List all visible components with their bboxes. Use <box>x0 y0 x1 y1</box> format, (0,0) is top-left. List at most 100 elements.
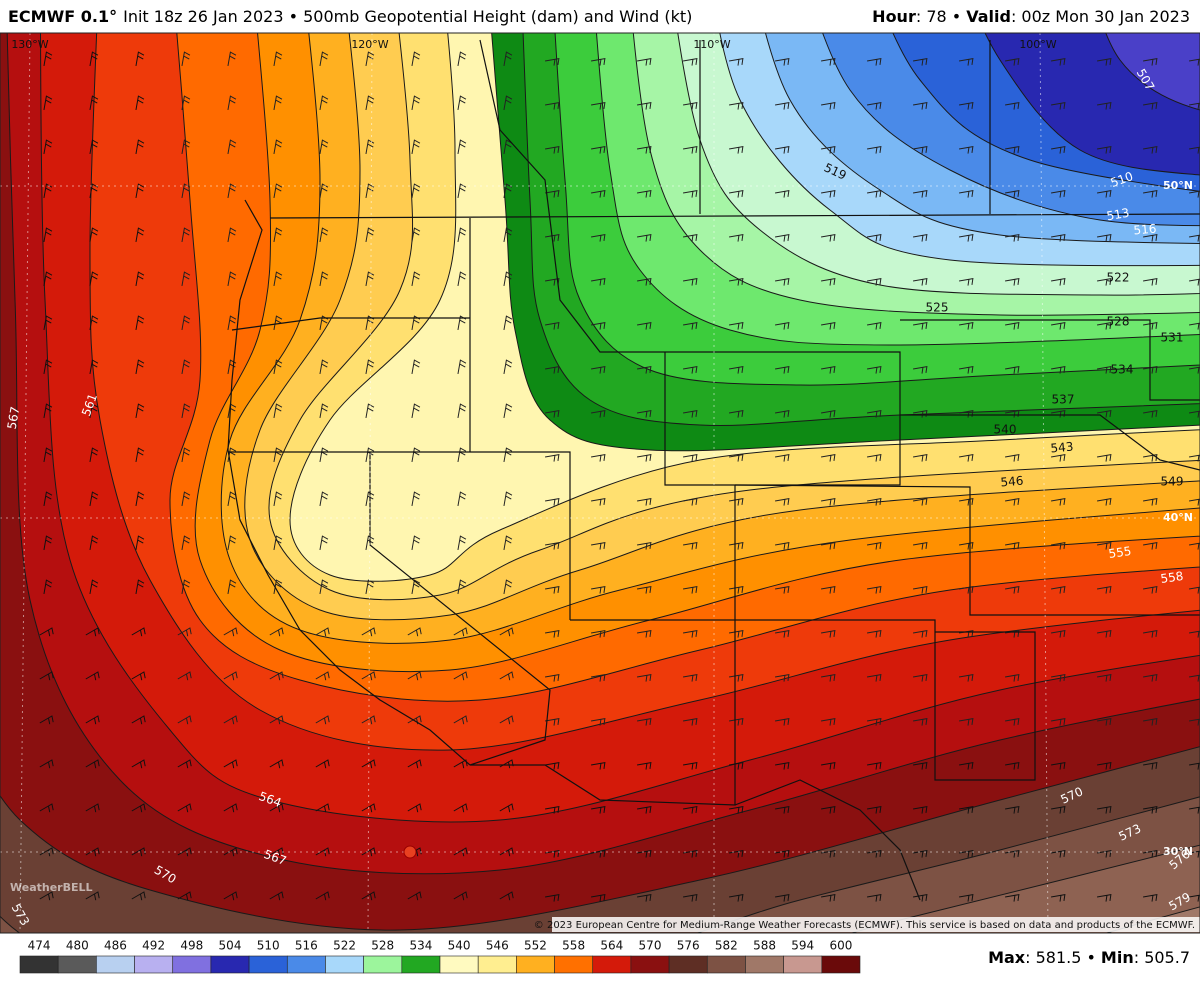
wind-barb <box>683 673 698 682</box>
wind-barb <box>361 891 376 901</box>
wind-barb <box>821 101 836 110</box>
wind-barb <box>135 315 145 330</box>
wind-barb <box>591 145 606 154</box>
wind-barb <box>273 403 283 418</box>
wind-barb <box>1097 189 1112 198</box>
wind-barb <box>273 227 283 242</box>
contour-label: 531 <box>1161 331 1184 345</box>
wind-barb <box>457 183 467 198</box>
wind-barb <box>1097 57 1112 66</box>
wind-barb <box>1005 101 1020 110</box>
wind-barb <box>637 409 652 418</box>
wind-barb <box>775 673 790 682</box>
wind-barb <box>89 95 99 110</box>
wind-barb <box>729 57 744 66</box>
colorbar-tick-label: 564 <box>600 939 623 953</box>
wind-barb <box>867 365 882 374</box>
wind-barb <box>39 803 54 813</box>
wind-barb <box>503 139 513 154</box>
wind-barb <box>43 315 53 330</box>
wind-barb <box>89 227 99 242</box>
wind-barb <box>43 95 53 110</box>
wind-barb <box>85 627 100 637</box>
wind-barb <box>503 491 513 506</box>
colorbar-tick-label: 516 <box>295 939 318 953</box>
wind-barb <box>591 717 606 726</box>
colorbar-swatch <box>630 955 670 974</box>
wind-barb <box>775 541 790 550</box>
wind-barb <box>407 891 422 901</box>
wind-barb <box>1051 145 1066 154</box>
wind-barb <box>181 447 191 462</box>
copyright: © 2023 European Centre for Medium-Range … <box>534 920 1195 931</box>
border <box>228 451 571 620</box>
wind-barb <box>1097 145 1112 154</box>
wind-barb <box>683 233 698 242</box>
wind-barb <box>365 95 375 110</box>
wind-barb <box>729 497 744 506</box>
wind-barb <box>729 717 744 726</box>
wind-barb <box>775 365 790 374</box>
wind-barb <box>775 849 790 858</box>
wind-barb <box>223 803 238 813</box>
colorbar-swatch <box>286 955 326 974</box>
wind-barb <box>503 535 513 550</box>
border <box>734 484 1200 616</box>
colorbar-swatch <box>248 955 288 974</box>
wind-barb <box>453 671 468 681</box>
wind-barb <box>181 51 191 66</box>
wind-barb <box>867 585 882 594</box>
longitude-label: 110°W <box>693 38 730 51</box>
wind-barb <box>591 189 606 198</box>
wind-barb <box>135 271 145 286</box>
contour-label: 534 <box>1111 363 1134 377</box>
wind-barb <box>1097 805 1112 814</box>
wind-barb <box>1097 673 1112 682</box>
wind-barb <box>545 849 560 858</box>
wind-barb <box>775 893 790 902</box>
wind-barb <box>131 671 146 681</box>
wind-barb <box>775 717 790 726</box>
wind-barb <box>269 627 284 637</box>
wind-barb <box>729 189 744 198</box>
colorbar-tick-label: 600 <box>829 939 852 953</box>
border <box>664 351 901 486</box>
wind-barb <box>273 315 283 330</box>
wind-barb <box>637 189 652 198</box>
copyright-bg <box>552 917 1200 932</box>
wind-barb <box>867 761 882 770</box>
wind-barb <box>39 847 54 857</box>
wind-barb <box>913 761 928 770</box>
wind-barb <box>315 715 330 725</box>
wind-barb <box>1005 321 1020 330</box>
wind-barb <box>729 145 744 154</box>
wind-barb <box>821 849 836 858</box>
border <box>734 779 921 901</box>
wind-barb <box>591 453 606 462</box>
contour-label: 543 <box>1050 440 1074 456</box>
longitude-label: 130°W <box>11 38 48 51</box>
wind-barb <box>959 673 974 682</box>
wind-barb <box>181 139 191 154</box>
wind-barb <box>959 893 974 902</box>
wind-barb <box>867 541 882 550</box>
wind-barb <box>227 535 237 550</box>
colorbar-swatch <box>592 955 632 974</box>
wind-barb <box>637 233 652 242</box>
valid-label: Valid <box>966 7 1011 26</box>
min-label: Min <box>1101 948 1134 967</box>
meridian <box>1039 33 1049 933</box>
wind-barb <box>457 227 467 242</box>
wind-barb <box>1143 893 1158 902</box>
wind-barb <box>407 759 422 769</box>
wind-barb <box>683 805 698 814</box>
colorbar-swatch <box>363 955 403 974</box>
wind-barb <box>1051 57 1066 66</box>
wind-barb <box>181 227 191 242</box>
wind-barb <box>319 403 329 418</box>
wind-barb <box>407 627 422 637</box>
wind-barb <box>177 891 192 901</box>
wind-barb <box>683 365 698 374</box>
contour-label: 567 <box>5 405 23 430</box>
wind-barb <box>43 271 53 286</box>
